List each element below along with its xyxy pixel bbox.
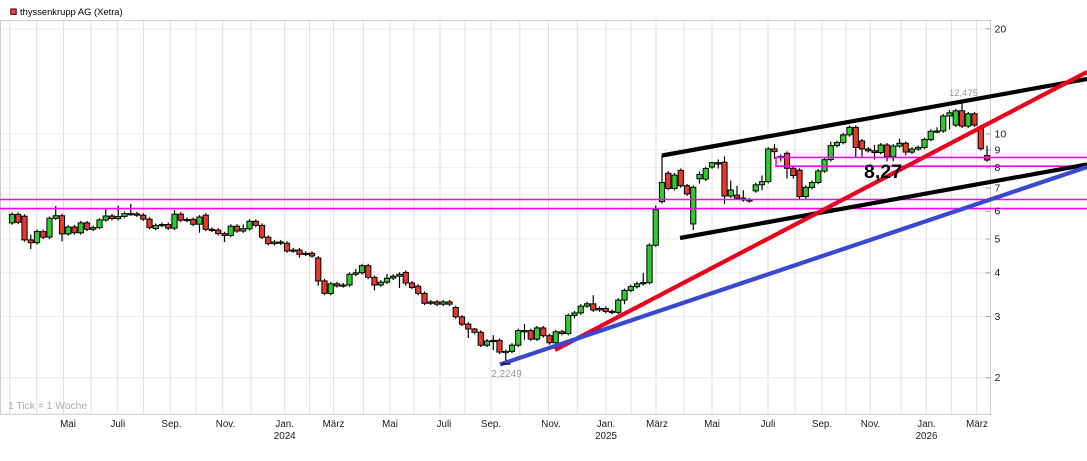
svg-text:Sep.: Sep. xyxy=(812,419,832,430)
svg-text:2025: 2025 xyxy=(595,431,617,442)
svg-text:7: 7 xyxy=(995,182,1001,194)
svg-text:Mai: Mai xyxy=(704,419,720,430)
svg-text:2: 2 xyxy=(995,372,1001,384)
svg-text:4: 4 xyxy=(995,267,1001,279)
svg-text:Nov.: Nov. xyxy=(861,419,880,430)
svg-text:2026: 2026 xyxy=(916,431,938,442)
svg-text:6: 6 xyxy=(995,206,1001,218)
svg-text:März: März xyxy=(966,419,988,430)
svg-text:10: 10 xyxy=(995,128,1007,140)
svg-text:Jan.: Jan. xyxy=(917,419,936,430)
svg-text:Nov.: Nov. xyxy=(541,419,560,430)
svg-text:8: 8 xyxy=(995,162,1001,174)
svg-text:Juli: Juli xyxy=(437,419,452,430)
svg-text:März: März xyxy=(323,419,345,430)
svg-text:Mai: Mai xyxy=(60,419,76,430)
svg-text:Jan.: Jan. xyxy=(597,419,616,430)
svg-text:3: 3 xyxy=(995,311,1001,323)
svg-text:8,27: 8,27 xyxy=(864,161,902,183)
svg-text:thyssenkrupp AG (Xetra): thyssenkrupp AG (Xetra) xyxy=(20,6,123,17)
svg-text:12,475: 12,475 xyxy=(949,88,978,99)
svg-text:2024: 2024 xyxy=(274,431,296,442)
svg-text:Jan.: Jan. xyxy=(275,419,294,430)
svg-text:Juli: Juli xyxy=(761,419,776,430)
svg-text:März: März xyxy=(646,419,668,430)
svg-text:20: 20 xyxy=(995,23,1007,35)
svg-text:Juli: Juli xyxy=(110,419,125,430)
svg-text:Nov.: Nov. xyxy=(216,419,235,430)
svg-text:Sep.: Sep. xyxy=(161,419,181,430)
svg-text:9: 9 xyxy=(995,144,1001,156)
svg-text:Mai: Mai xyxy=(382,419,398,430)
svg-text:Sep.: Sep. xyxy=(481,419,501,430)
svg-text:1 Tick = 1 Woche: 1 Tick = 1 Woche xyxy=(8,401,87,412)
svg-text:5: 5 xyxy=(995,233,1001,245)
svg-text:2,2249: 2,2249 xyxy=(491,369,522,380)
